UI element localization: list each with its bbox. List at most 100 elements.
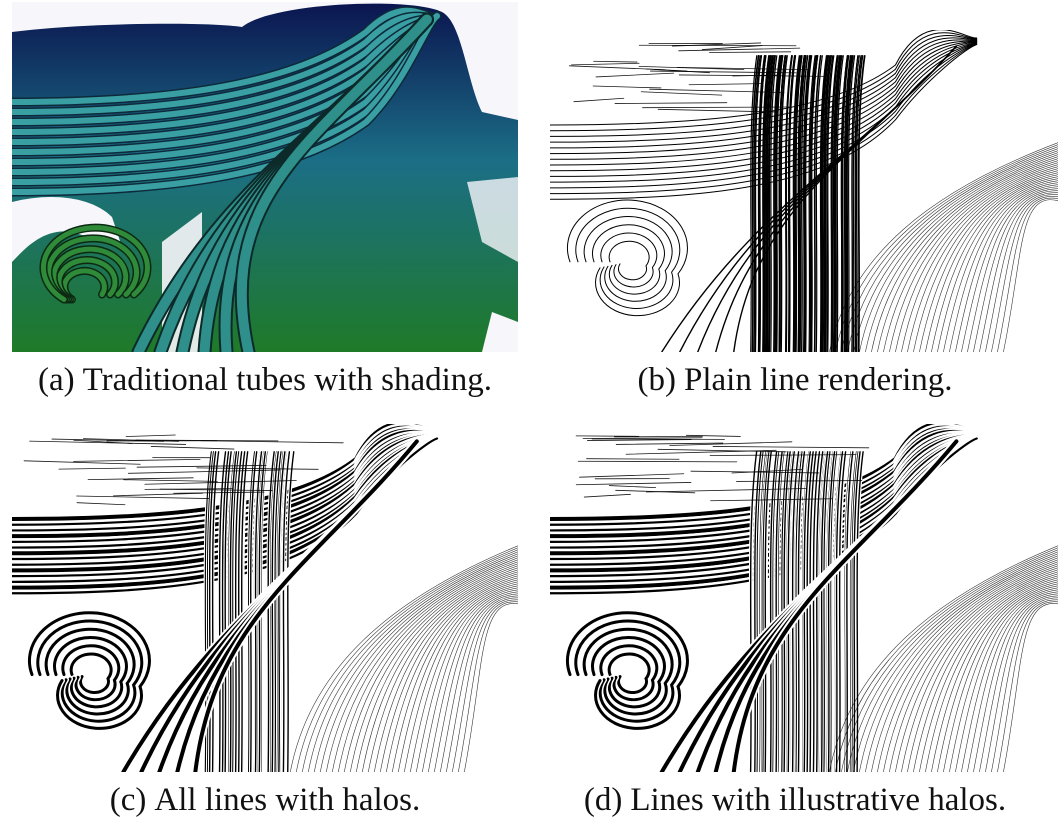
streamline xyxy=(112,492,204,497)
streamline xyxy=(608,485,657,489)
streamline xyxy=(783,451,791,772)
streamline xyxy=(979,192,1058,352)
streamline xyxy=(803,55,812,352)
streamline xyxy=(846,451,854,772)
streamline xyxy=(615,442,724,445)
streamline xyxy=(731,439,959,772)
streamline xyxy=(565,611,689,730)
streamline xyxy=(785,55,793,352)
streamline xyxy=(827,451,836,772)
streamline xyxy=(830,55,838,352)
streamline xyxy=(829,142,1058,352)
streamline xyxy=(973,190,1058,352)
streamline xyxy=(732,74,778,77)
streamline xyxy=(763,55,771,352)
streamline xyxy=(344,563,518,772)
streamline xyxy=(731,469,803,474)
streamline xyxy=(218,451,227,772)
streamline xyxy=(231,451,240,772)
streamline xyxy=(824,55,833,352)
tube xyxy=(40,225,150,302)
streamline xyxy=(793,55,801,352)
streamline xyxy=(710,498,833,502)
caption-c-label: (c) xyxy=(109,782,147,818)
streamline xyxy=(440,595,518,772)
halo-line-visualization xyxy=(12,424,518,772)
streamline xyxy=(368,571,518,772)
streamline xyxy=(889,565,1058,772)
streamline xyxy=(749,451,758,772)
streamline xyxy=(955,184,1058,352)
streamline xyxy=(583,215,673,302)
streamline xyxy=(1003,603,1058,772)
streamline xyxy=(805,55,813,352)
streamline xyxy=(967,591,1058,772)
streamline xyxy=(836,55,844,352)
streamline xyxy=(196,467,319,470)
streamline xyxy=(575,207,681,309)
streamline xyxy=(76,495,210,499)
streamline xyxy=(434,593,518,772)
streamline xyxy=(763,55,772,352)
streamline xyxy=(847,551,1058,772)
streamline xyxy=(380,575,518,772)
streamline xyxy=(847,55,856,352)
streamline xyxy=(756,451,764,772)
streamline xyxy=(326,557,518,772)
streamline xyxy=(787,451,795,772)
streamline xyxy=(428,591,518,772)
streamline xyxy=(712,446,870,449)
streamline xyxy=(422,589,518,772)
streamline xyxy=(991,599,1058,772)
streamline xyxy=(258,451,267,772)
streamline xyxy=(608,240,650,281)
streamline xyxy=(144,488,233,490)
streamline xyxy=(58,467,126,470)
streamline xyxy=(997,197,1058,352)
streamline xyxy=(248,451,256,772)
streamline xyxy=(464,603,518,772)
streamline xyxy=(767,55,776,352)
streamline xyxy=(821,55,829,352)
streamline xyxy=(831,55,839,352)
caption-a-label: (a) xyxy=(37,362,75,398)
streamline xyxy=(614,435,703,438)
streamline xyxy=(823,55,831,352)
streamline xyxy=(229,451,238,772)
streamline xyxy=(590,636,666,709)
streamline xyxy=(775,451,783,772)
streamline xyxy=(568,65,666,71)
streamline xyxy=(808,55,816,352)
panel-a-image xyxy=(12,2,518,352)
streamline xyxy=(600,232,658,288)
streamline xyxy=(895,567,1058,772)
streamline xyxy=(595,72,675,78)
streamline xyxy=(566,199,688,317)
streamline xyxy=(943,180,1058,352)
streamline xyxy=(937,581,1058,772)
streamline xyxy=(550,41,978,166)
streamline xyxy=(985,597,1058,772)
streamline xyxy=(296,547,518,772)
streamline xyxy=(778,55,786,352)
caption-a-text: Traditional tubes with shading. xyxy=(82,362,493,398)
caption-a: (a) Traditional tubes with shading. xyxy=(0,362,530,399)
streamline xyxy=(841,549,1058,772)
streamline xyxy=(871,156,1058,352)
streamline xyxy=(593,60,638,63)
streamline xyxy=(709,454,857,456)
streamline xyxy=(591,224,665,295)
streamline xyxy=(36,619,144,723)
streamline xyxy=(754,55,762,352)
caption-c: (c) All lines with halos. xyxy=(0,782,530,819)
streamline xyxy=(173,491,265,494)
streamline xyxy=(826,55,834,352)
streamline xyxy=(701,45,763,50)
streamline xyxy=(73,459,201,462)
caption-d: (d) Lines with illustrative halos. xyxy=(530,782,1060,819)
streamline xyxy=(852,55,860,352)
streamline xyxy=(780,55,788,352)
streamline xyxy=(404,583,518,772)
streamline xyxy=(573,97,625,103)
illustrative-halo-visualization xyxy=(550,424,1058,772)
